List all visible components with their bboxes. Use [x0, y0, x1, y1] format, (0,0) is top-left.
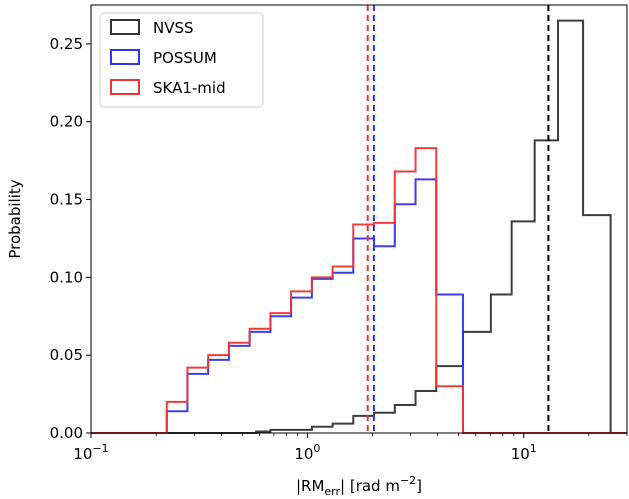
x-axis-label: |RMerr| [rad m−2]	[296, 474, 422, 498]
histogram-ska1-mid	[91, 147, 627, 434]
y-tick-label: 0.20	[50, 113, 83, 131]
x-tick-label: 100	[294, 442, 320, 463]
plot-area	[91, 5, 627, 434]
y-tick-label: 0.05	[50, 346, 83, 364]
legend-box	[99, 12, 264, 108]
y-axis-label: Probability	[6, 179, 24, 258]
y-tick-label: 0.15	[50, 191, 83, 209]
y-tick-label: 0.00	[50, 424, 83, 442]
y-tick-label: 0.25	[50, 35, 83, 53]
x-axis: 10−1 100 101	[73, 433, 628, 463]
x-tick-label: 101	[511, 442, 537, 463]
x-tick-label: 10−1	[73, 442, 108, 463]
legend-swatch-possum	[110, 49, 140, 65]
legend-label-ska1-mid: SKA1-mid	[153, 79, 226, 97]
axes-frame	[90, 4, 628, 434]
legend-swatch-nvss	[110, 19, 140, 35]
legend-label-nvss: NVSS	[153, 19, 194, 37]
y-tick-label: 0.10	[50, 268, 83, 286]
legend-swatch-ska1-mid	[110, 79, 140, 95]
legend: NVSS POSSUM SKA1-mid	[99, 12, 264, 108]
legend-label-possum: POSSUM	[153, 49, 217, 67]
histogram-nvss	[91, 19, 627, 434]
y-axis: 0.00 0.05 0.10 0.15 0.20 0.25	[50, 35, 91, 442]
